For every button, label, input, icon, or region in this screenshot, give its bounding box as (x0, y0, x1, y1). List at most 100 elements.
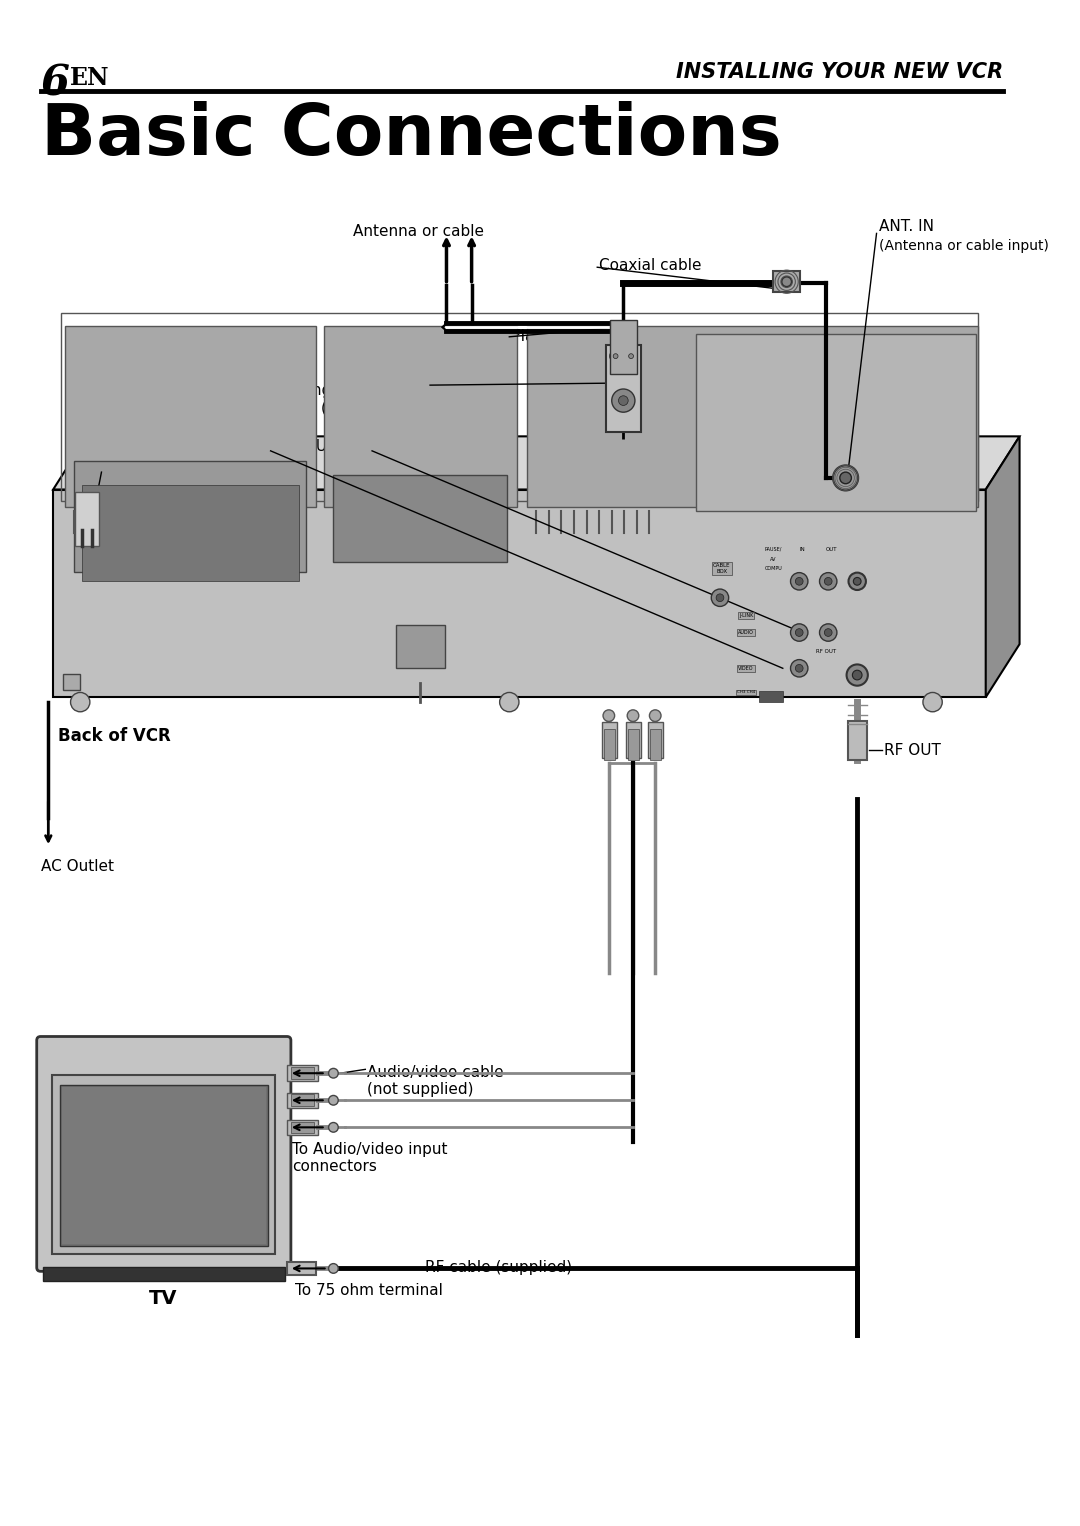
Text: J-LINK: J-LINK (739, 612, 753, 618)
Circle shape (603, 710, 615, 722)
Text: RF OUT: RF OUT (816, 650, 836, 655)
Circle shape (627, 710, 638, 722)
Bar (76, 493, 98, 546)
Text: Basic Connections: Basic Connections (41, 101, 781, 169)
Text: OUT: OUT (825, 546, 837, 552)
Bar (626, 722, 640, 758)
Circle shape (847, 664, 868, 685)
Bar (610, 320, 637, 374)
Text: AC Outlet: AC Outlet (41, 859, 113, 874)
Bar (52, 1076, 275, 1254)
Circle shape (619, 395, 629, 406)
Bar (65, 327, 316, 507)
Circle shape (824, 577, 832, 584)
Text: AV: AV (770, 557, 777, 562)
Bar (629, 729, 638, 760)
Circle shape (716, 594, 724, 601)
Bar (773, 272, 800, 293)
Circle shape (625, 351, 637, 362)
Text: COMPU: COMPU (765, 566, 782, 571)
Circle shape (613, 354, 618, 359)
Text: To 75 ohm terminal: To 75 ohm terminal (295, 1283, 443, 1299)
Text: (Antenna or cable input): (Antenna or cable input) (879, 240, 1050, 253)
Text: Matching transformer
(not supplied): Matching transformer (not supplied) (261, 383, 428, 415)
Bar (75, 461, 307, 572)
Bar (42, 1268, 285, 1280)
Text: CABLE
BOX: CABLE BOX (713, 563, 731, 574)
Circle shape (782, 276, 792, 287)
Bar (287, 1093, 318, 1108)
Circle shape (795, 629, 804, 636)
Bar (758, 691, 783, 702)
Bar (82, 485, 299, 581)
Bar (604, 729, 615, 760)
Circle shape (795, 577, 804, 584)
Circle shape (791, 572, 808, 591)
Circle shape (824, 629, 832, 636)
Bar (602, 722, 617, 758)
Circle shape (649, 710, 661, 722)
Bar (287, 1065, 318, 1080)
Text: IN: IN (799, 546, 805, 552)
Bar (650, 729, 661, 760)
Text: RF OUT: RF OUT (885, 743, 941, 758)
Circle shape (712, 589, 729, 606)
Text: VIDEO: VIDEO (739, 665, 754, 671)
Circle shape (328, 1068, 338, 1077)
Polygon shape (986, 436, 1020, 697)
Circle shape (328, 1264, 338, 1273)
Polygon shape (53, 490, 986, 697)
Circle shape (923, 693, 942, 711)
Bar (62, 1087, 266, 1244)
Text: EN: EN (69, 66, 109, 90)
Bar (648, 722, 663, 758)
Text: Coaxial cable: Coaxial cable (599, 258, 702, 273)
FancyBboxPatch shape (37, 1036, 291, 1271)
Text: AUDIO OUT: AUDIO OUT (306, 438, 390, 453)
Circle shape (840, 472, 851, 484)
Text: ANT. IN: ANT. IN (879, 220, 934, 233)
Text: Antenna or cable: Antenna or cable (353, 224, 484, 240)
Circle shape (849, 572, 866, 591)
Text: Audio/video cable
(not supplied): Audio/video cable (not supplied) (367, 1065, 504, 1097)
Text: RF cable (supplied): RF cable (supplied) (426, 1260, 572, 1274)
Circle shape (820, 624, 837, 641)
Bar (291, 1094, 314, 1106)
Circle shape (629, 354, 634, 359)
Text: CH3 CH4: CH3 CH4 (737, 690, 755, 694)
Circle shape (795, 664, 804, 671)
Bar (291, 1122, 314, 1134)
Text: To Audio/video input
connectors: To Audio/video input connectors (292, 1141, 447, 1173)
Bar (848, 722, 867, 760)
Bar (287, 1262, 316, 1276)
Bar (59, 1085, 268, 1247)
Text: VIDEO OUT: VIDEO OUT (181, 438, 264, 453)
Bar (527, 327, 978, 507)
Bar (334, 475, 508, 562)
Bar (606, 345, 640, 432)
Bar (287, 1120, 318, 1135)
Circle shape (500, 693, 519, 711)
Text: TV: TV (149, 1289, 177, 1308)
Circle shape (791, 624, 808, 641)
Circle shape (820, 572, 837, 591)
Circle shape (610, 351, 621, 362)
Bar (324, 327, 517, 507)
Bar (291, 1067, 314, 1079)
Text: AC Power
Cord: AC Power Cord (66, 461, 138, 493)
Text: Back of VCR: Back of VCR (58, 726, 171, 745)
Bar (63, 674, 80, 690)
Circle shape (853, 577, 861, 584)
Bar (60, 313, 978, 501)
Bar (696, 334, 976, 511)
Circle shape (611, 389, 635, 412)
Circle shape (791, 659, 808, 678)
Circle shape (328, 1096, 338, 1105)
Text: 6: 6 (41, 63, 69, 104)
Circle shape (328, 1123, 338, 1132)
Text: PAUSE/: PAUSE/ (765, 546, 782, 552)
Circle shape (833, 465, 859, 490)
Circle shape (852, 670, 862, 681)
Bar (396, 624, 445, 668)
Text: AUDIO: AUDIO (738, 630, 754, 635)
